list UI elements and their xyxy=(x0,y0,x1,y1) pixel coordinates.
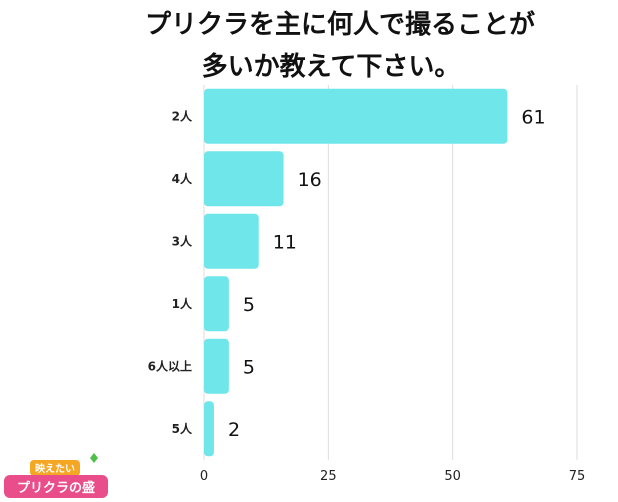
value-label: 11 xyxy=(273,231,297,253)
bars: 2人 61 4人 16 3人 11 1人 5 6人以上 5 5人 2 xyxy=(148,88,546,457)
value-label: 2 xyxy=(228,419,240,441)
category-label: 2人 xyxy=(172,108,193,123)
brand-logo: 映えたい プリクラの盛 xyxy=(4,453,108,498)
value-label: 5 xyxy=(243,294,255,316)
bar xyxy=(204,213,259,269)
bar xyxy=(204,88,508,144)
logo-top-badge xyxy=(30,460,80,476)
chart-title-line-2: 多いか教えて下さい。 xyxy=(202,52,461,82)
category-label: 6人以上 xyxy=(148,358,192,373)
bar xyxy=(204,151,284,207)
bar xyxy=(204,338,229,394)
x-tick-label: 0 xyxy=(200,469,208,484)
value-label: 61 xyxy=(521,106,545,128)
chart-title-line-1: プリクラを主に何人で撮ることが xyxy=(145,9,535,40)
bar xyxy=(204,276,229,332)
x-tick-label: 25 xyxy=(320,469,337,484)
category-label: 1人 xyxy=(172,296,193,311)
value-label: 5 xyxy=(243,356,255,378)
category-label: 4人 xyxy=(172,171,193,186)
logo-top-text: 映えたい xyxy=(35,462,75,475)
grid xyxy=(203,85,578,460)
logo-main-badge xyxy=(4,475,108,498)
x-tick-label: 50 xyxy=(444,469,461,484)
x-tick-label: 75 xyxy=(569,469,586,484)
bar xyxy=(204,401,214,457)
x-axis: 0 25 50 75 xyxy=(200,469,585,484)
clover-icon xyxy=(90,453,98,463)
category-label: 5人 xyxy=(172,421,193,436)
value-label: 16 xyxy=(298,169,322,191)
category-label: 3人 xyxy=(172,233,193,248)
logo-main-text: プリクラの盛 xyxy=(17,480,95,496)
chart-title: プリクラを主に何人で撮ることが 多いか教えて下さい。 xyxy=(145,9,535,82)
